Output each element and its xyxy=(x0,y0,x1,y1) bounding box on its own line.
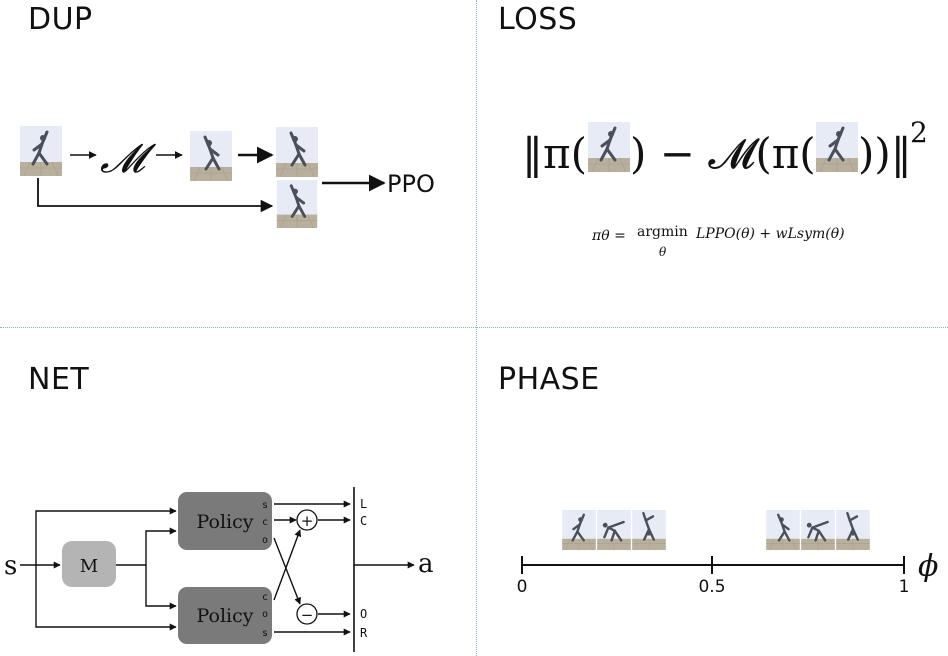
duplicate-arrow xyxy=(37,178,274,213)
port-label: c xyxy=(262,517,268,528)
humanoid-thumbnail-icon xyxy=(276,180,318,228)
loss-formula: ‖π( ) − 𝓜(π( ))‖ 2 πθ = argmin θ LPPO(θ)… xyxy=(522,116,928,259)
horizontal-divider xyxy=(0,327,948,328)
norm-exponent: 2 xyxy=(910,116,928,149)
net-diagram: s M Policy s c o Policy c o s + − L C O xyxy=(4,487,434,652)
out-label: C xyxy=(360,514,367,528)
port-label: s xyxy=(262,500,268,511)
phase-symbol: ϕ xyxy=(918,549,938,584)
vertical-divider xyxy=(476,0,477,656)
humanoid-thumbnail-icon xyxy=(588,122,630,172)
phase-title: PHASE xyxy=(498,362,600,397)
net-input-label: s xyxy=(4,551,17,581)
policy-top-label: Policy xyxy=(197,511,254,533)
mirror-operator: 𝓜 xyxy=(100,136,157,182)
norm-open: ‖π( xyxy=(522,129,587,178)
policy-bottom-label: Policy xyxy=(197,605,254,627)
out-label: O xyxy=(360,607,367,621)
humanoid-thumbnail-icon xyxy=(816,122,858,172)
dup-title: DUP xyxy=(28,2,93,37)
mirror-box-label: M xyxy=(80,556,98,577)
phase-diagram: 0 0.5 1 ϕ xyxy=(517,510,938,597)
policy-box-bottom xyxy=(178,587,272,644)
net-output-label: a xyxy=(418,549,434,579)
humanoid-thumbnail-icon xyxy=(562,510,596,550)
humanoid-thumbnail-icon xyxy=(276,127,318,177)
port-label: o xyxy=(262,609,268,620)
mirror-to-bottom-policy xyxy=(145,565,177,610)
mirror-to-top-policy xyxy=(116,527,177,566)
state-to-top-policy xyxy=(35,507,177,565)
net-title: NET xyxy=(28,362,90,397)
tick-label: 0.5 xyxy=(698,577,725,597)
policy-symbol: πθ = xyxy=(591,228,626,244)
minus-op: − xyxy=(301,606,314,624)
tick-label: 1 xyxy=(899,577,910,597)
humanoid-thumbnail-icon xyxy=(766,510,800,550)
port-label: s xyxy=(262,628,268,639)
mirror-box xyxy=(62,541,116,587)
state-to-bottom-policy xyxy=(35,565,177,631)
loss-title: LOSS xyxy=(498,2,578,37)
argmin-subscript: θ xyxy=(659,245,667,259)
dup-diagram: 𝓜 PPO xyxy=(20,126,435,228)
cross-arrow xyxy=(273,529,302,601)
port-label: c xyxy=(262,592,268,603)
policy-box-top xyxy=(178,492,272,550)
argmin-label: argmin xyxy=(637,224,688,240)
humanoid-thumbnail-icon xyxy=(632,510,666,550)
norm-close: ))‖ xyxy=(858,129,912,178)
humanoid-thumbnail-icon xyxy=(190,131,232,181)
humanoid-thumbnail-icon xyxy=(801,510,835,550)
cross-arrow xyxy=(273,537,301,605)
ppo-label: PPO xyxy=(387,170,435,198)
out-label: R xyxy=(360,626,368,640)
tick-label: 0 xyxy=(517,577,528,597)
minus-circle-icon xyxy=(296,603,318,625)
objective-terms: LPPO(θ) + wLsym(θ) xyxy=(695,226,845,242)
humanoid-thumbnail-icon xyxy=(20,126,62,176)
minus-mirror: ) − 𝓜(π( xyxy=(630,129,816,178)
humanoid-thumbnail-icon xyxy=(836,510,870,550)
plus-op: + xyxy=(301,512,314,530)
plus-circle-icon xyxy=(296,509,318,531)
out-label: L xyxy=(360,497,367,511)
humanoid-thumbnail-icon xyxy=(597,510,631,550)
port-label: o xyxy=(262,535,268,546)
